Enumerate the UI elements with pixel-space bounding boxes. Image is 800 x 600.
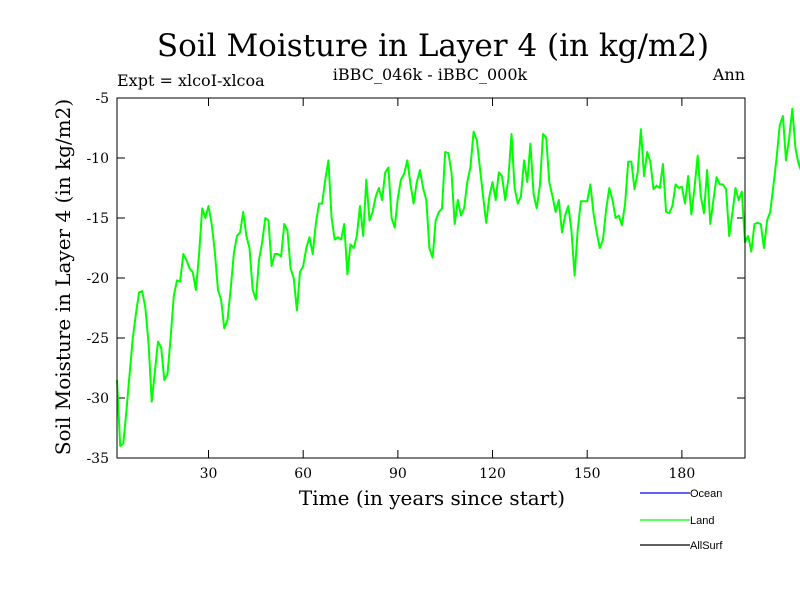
y-tick-label: -10 — [86, 151, 109, 167]
y-tick-label: -5 — [95, 91, 109, 107]
plot-series — [116, 107, 800, 447]
x-axis-label: Time (in years since start) — [299, 486, 565, 510]
x-tick-label: 30 — [200, 466, 218, 482]
y-tick-label: -35 — [86, 451, 109, 467]
y-axis-label: Soil Moisture in Layer 4 (in kg/m2) — [51, 99, 75, 455]
x-tick-label: 90 — [389, 466, 407, 482]
x-tick-label: 150 — [574, 466, 601, 482]
subtitle-left: Expt = xlcoI-xlcoa — [117, 71, 265, 90]
x-tick-label: 120 — [479, 466, 506, 482]
series-line-land — [116, 107, 800, 447]
legend-label-land: Land — [690, 515, 714, 527]
subtitle-center: iBBC_046k - iBBC_000k — [333, 65, 528, 84]
subtitle-right: Ann — [712, 65, 745, 84]
legend-label-allsurf: AllSurf — [690, 540, 723, 552]
y-tick-label: -15 — [86, 211, 109, 227]
x-tick-label: 60 — [294, 466, 312, 482]
y-tick-label: -30 — [86, 391, 109, 407]
legend-label-ocean: Ocean — [690, 488, 722, 500]
y-tick-label: -25 — [86, 331, 109, 347]
plot-frame — [116, 97, 746, 459]
axis-ticks: 30 60 90 120 150 180 -5 -10 -15 -20 -25 -30 -35 — [86, 91, 745, 482]
chart-title: Soil Moisture in Layer 4 (in kg/m2) — [157, 28, 709, 64]
y-tick-label: -20 — [86, 271, 109, 287]
legend: Ocean Land AllSurf — [640, 488, 723, 552]
x-tick-label: 180 — [669, 466, 696, 482]
